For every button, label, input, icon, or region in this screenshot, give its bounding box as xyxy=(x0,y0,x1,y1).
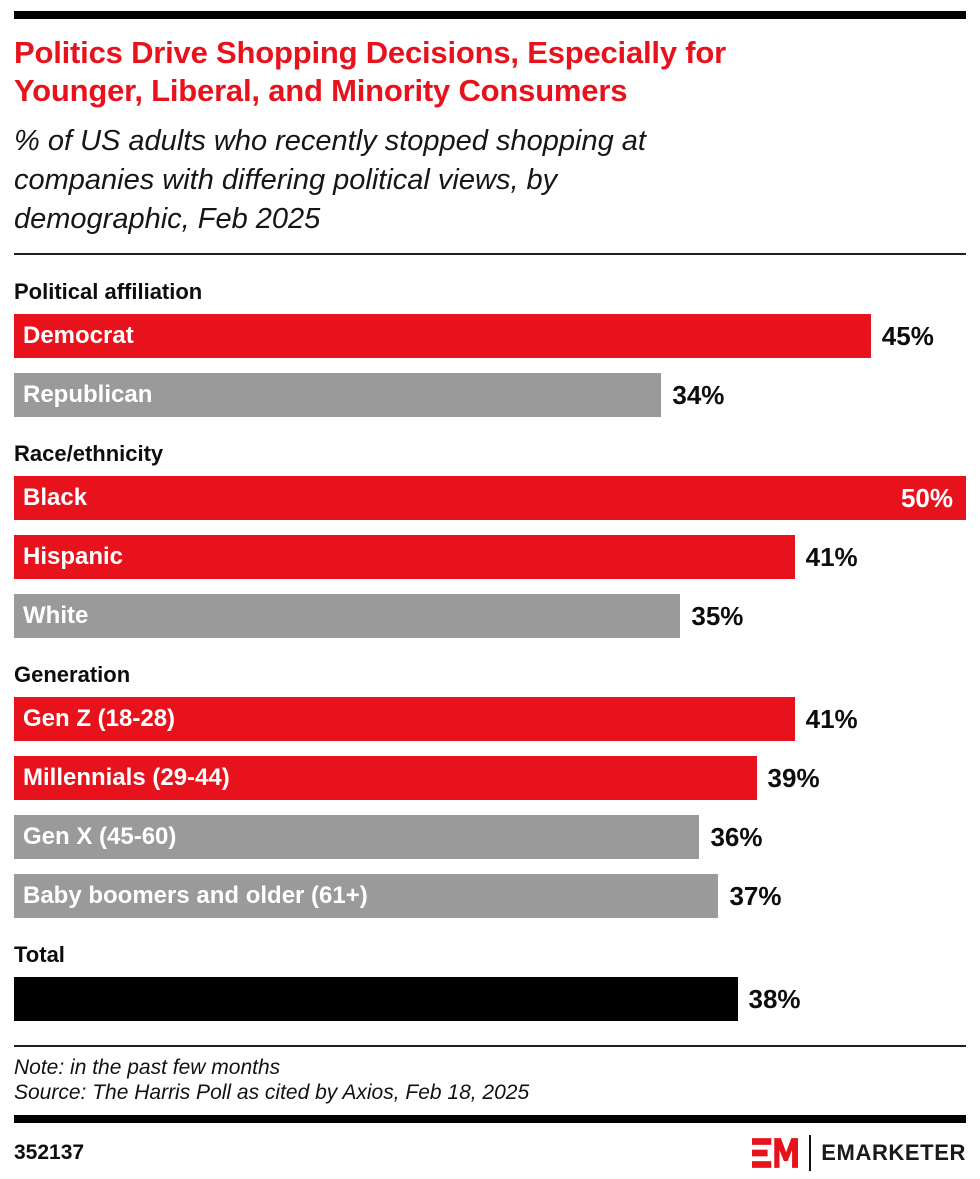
bar-value-white: 35% xyxy=(691,600,744,631)
bar-black: Black 50% xyxy=(14,476,966,520)
chart-subtitle-line-1: % of US adults who recently stopped shop… xyxy=(14,125,646,157)
emarketer-logo: EMARKETER xyxy=(752,1135,966,1171)
bar-row-gen-x-45-60: Gen X (45-60) 36% xyxy=(14,815,966,859)
bar-republican: Republican xyxy=(14,373,662,417)
bar-millennials-29-44: Millennials (29-44) xyxy=(14,756,757,800)
chart-subtitle-line-3: demographic, Feb 2025 xyxy=(14,203,321,235)
bar-value-baby-boomers-and-older-61: 37% xyxy=(729,880,782,911)
em-monogram-icon xyxy=(752,1138,799,1168)
bar-row-gen-z-18-28: Gen Z (18-28) 41% xyxy=(14,697,966,741)
bar-row-hispanic: Hispanic 41% xyxy=(14,535,966,579)
bar-value-gen-z-18-28: 41% xyxy=(805,703,858,734)
emarketer-wordmark: EMARKETER xyxy=(821,1140,966,1165)
bar-label-republican: Republican xyxy=(23,381,153,408)
bar-gen-z-18-28: Gen Z (18-28) xyxy=(14,697,795,741)
section-total: Total 38% xyxy=(14,942,966,1021)
chart-source: Source: The Harris Poll as cited by Axio… xyxy=(14,1081,530,1104)
footer-notes: Note: in the past few months Source: The… xyxy=(14,1055,966,1105)
bar-total xyxy=(14,977,738,1021)
section-race-ethnicity: Race/ethnicity Black 50% Hispanic 41% White 35… xyxy=(14,441,966,638)
section-header-political-affiliation: Political affiliation xyxy=(14,279,203,304)
chart-body: Political affiliation Democrat 45% Republic… xyxy=(14,279,966,1021)
bar-label-baby-boomers-and-older-61: Baby boomers and older (61+) xyxy=(23,882,368,909)
section-generation: Generation Gen Z (18-28) 41% Millennials (2… xyxy=(14,662,966,918)
bar-democrat: Democrat xyxy=(14,314,871,358)
chart-title-line-1: Politics Drive Shopping Decisions, Espec… xyxy=(14,35,727,70)
bar-label-hispanic: Hispanic xyxy=(23,543,124,570)
bar-value-gen-x-45-60: 36% xyxy=(710,821,763,852)
bar-label-white: White xyxy=(23,602,89,629)
bar-white: White xyxy=(14,594,681,638)
bar-label-gen-z-18-28: Gen Z (18-28) xyxy=(23,705,176,732)
bar-row-democrat: Democrat 45% xyxy=(14,314,966,358)
bar-row-baby-boomers-and-older-61: Baby boomers and older (61+) 37% xyxy=(14,874,966,918)
bar-row-total: 38% xyxy=(14,977,966,1021)
footer-rule xyxy=(14,1115,966,1123)
bar-value-total: 38% xyxy=(748,983,801,1014)
footer-divider xyxy=(14,1045,966,1047)
chart-title-line-2: Younger, Liberal, and Minority Consumers xyxy=(14,73,628,108)
bar-row-republican: Republican 34% xyxy=(14,373,966,417)
bar-row-white: White 35% xyxy=(14,594,966,638)
bar-value-millennials-29-44: 39% xyxy=(767,762,820,793)
chart-note: Note: in the past few months xyxy=(14,1056,281,1079)
chart-id: 352137 xyxy=(14,1141,85,1164)
bar-value-black: 50% xyxy=(900,482,953,513)
top-rule xyxy=(14,11,966,19)
bar-hispanic: Hispanic xyxy=(14,535,795,579)
bar-label-democrat: Democrat xyxy=(23,322,134,349)
bar-value-hispanic: 41% xyxy=(805,541,858,572)
logo-divider xyxy=(809,1135,812,1171)
chart-subtitle-line-2: companies with differing political views… xyxy=(14,164,558,196)
section-header-total: Total xyxy=(14,942,65,967)
section-header-race-ethnicity: Race/ethnicity xyxy=(14,441,164,466)
bar-value-republican: 34% xyxy=(672,379,725,410)
chart-subtitle: % of US adults who recently stopped shop… xyxy=(14,122,966,239)
bar-row-millennials-29-44: Millennials (29-44) 39% xyxy=(14,756,966,800)
section-political-affiliation: Political affiliation Democrat 45% Republic… xyxy=(14,279,966,417)
bar-label-black: Black xyxy=(23,484,88,511)
bar-label-gen-x-45-60: Gen X (45-60) xyxy=(23,823,177,850)
bar-gen-x-45-60: Gen X (45-60) xyxy=(14,815,700,859)
bar-value-democrat: 45% xyxy=(881,320,934,351)
header-divider xyxy=(14,253,966,255)
section-header-generation: Generation xyxy=(14,662,131,687)
footer-row: 352137 EMARKETER xyxy=(14,1135,966,1171)
bar-label-millennials-29-44: Millennials (29-44) xyxy=(23,764,230,791)
bar-baby-boomers-and-older-61: Baby boomers and older (61+) xyxy=(14,874,719,918)
bar-row-black: Black 50% xyxy=(14,476,966,520)
chart-title: Politics Drive Shopping Decisions, Espec… xyxy=(14,34,966,110)
